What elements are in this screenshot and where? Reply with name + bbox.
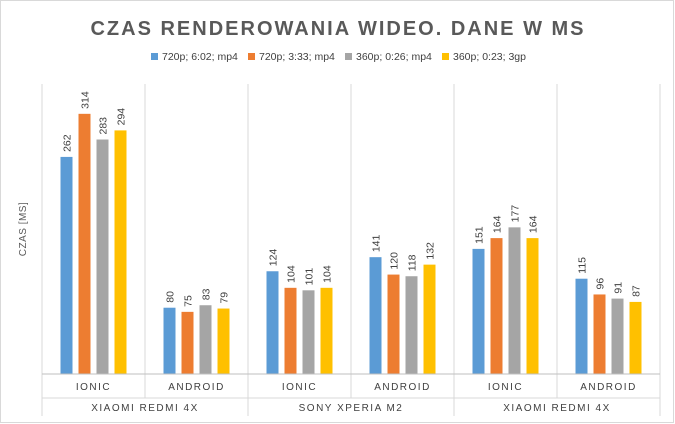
legend-swatch-1 [151, 53, 158, 60]
bar-android-4-series-2 [387, 274, 400, 374]
category-label-5: IONIC [488, 382, 523, 393]
data-label-3-4: 104 [322, 265, 334, 283]
data-label-3-1: 124 [268, 249, 280, 267]
bar-android-4-series-4 [423, 264, 436, 374]
bar-ionic-5-series-4 [526, 238, 539, 374]
bar-android-4-series-1 [369, 257, 382, 374]
group-label-1: XIAOMI REDMI 4X [91, 403, 199, 414]
bar-ionic-5-series-3 [508, 227, 521, 374]
data-labels: 262 314 283 294 80 75 83 79 124 104 101 104 141 120 11… [62, 91, 643, 307]
legend-label-3: 360p; 0:26; mp4 [356, 51, 432, 63]
data-label-6-1: 115 [577, 257, 589, 274]
bar-ionic-1-series-2 [78, 113, 91, 374]
legend-label-2: 720p; 3:33; mp4 [259, 51, 335, 63]
bar-ionic-3-series-1 [266, 271, 279, 374]
category-label-6: ANDROID [580, 382, 637, 393]
bar-android-2-series-2 [181, 311, 194, 374]
bar-ionic-1-series-1 [60, 156, 73, 374]
data-label-3-3: 101 [304, 268, 316, 286]
category-label-2: ANDROID [168, 382, 225, 393]
chart-title: CZAS RENDEROWANIA WIDEO. DANE W MS [90, 18, 585, 40]
category-label-1: IONIC [76, 382, 111, 393]
legend-swatch-3 [345, 53, 352, 60]
data-label-2-4: 79 [219, 292, 231, 304]
group-label-3: XIAOMI REDMI 4X [503, 403, 611, 414]
data-label-1-2: 314 [80, 91, 92, 109]
legend-swatch-4 [442, 53, 449, 60]
bar-android-2-series-4 [217, 308, 230, 374]
bar-ionic-3-series-3 [302, 290, 315, 374]
data-label-2-2: 75 [183, 295, 195, 307]
data-label-1-4: 294 [116, 108, 128, 126]
data-label-4-1: 141 [371, 234, 383, 252]
data-label-1-3: 283 [98, 117, 110, 135]
data-label-6-2: 96 [595, 278, 607, 290]
data-label-3-2: 104 [286, 265, 298, 283]
data-label-4-4: 132 [425, 242, 437, 260]
data-label-1-1: 262 [62, 134, 74, 152]
data-label-6-4: 87 [631, 285, 643, 297]
category-label-3: IONIC [282, 382, 317, 393]
bar-ionic-3-series-4 [320, 287, 333, 374]
data-label-5-2: 164 [492, 215, 504, 233]
bar-ionic-5-series-2 [490, 238, 503, 374]
y-axis-label: CZAS [MS] [18, 202, 29, 257]
bar-android-6-series-2 [593, 294, 606, 374]
category-label-4: ANDROID [374, 382, 431, 393]
bar-android-6-series-1 [575, 278, 588, 374]
bar-android-6-series-4 [629, 301, 642, 374]
bar-android-6-series-3 [611, 298, 624, 374]
bar-ionic-5-series-1 [472, 248, 485, 374]
bar-ionic-1-series-3 [96, 139, 109, 374]
legend-swatch-2 [248, 53, 255, 60]
legend-label-1: 720p; 6:02; mp4 [162, 51, 238, 63]
bar-android-2-series-3 [199, 305, 212, 374]
data-label-5-1: 151 [474, 226, 486, 244]
bar-ionic-3-series-2 [284, 287, 297, 374]
data-label-4-2: 120 [389, 252, 401, 270]
data-label-2-3: 83 [201, 288, 213, 300]
bar-android-4-series-3 [405, 276, 418, 374]
data-label-2-1: 80 [165, 291, 177, 303]
bar-android-2-series-1 [163, 307, 176, 374]
data-label-4-3: 118 [407, 254, 419, 271]
data-label-5-4: 164 [528, 215, 540, 233]
x-axis: IONIC ANDROID IONIC ANDROID IONIC ANDROID XIAO… [42, 373, 660, 414]
legend-label-4: 360p; 0:23; 3gp [453, 51, 526, 63]
category-dividers [41, 84, 661, 416]
group-label-2: SONY XPERIA M2 [299, 403, 404, 414]
data-label-6-3: 91 [613, 282, 625, 294]
data-label-5-3: 177 [510, 205, 522, 223]
bars [60, 113, 642, 374]
legend: 720p; 6:02; mp4 720p; 3:33; mp4 360p; 0:26… [151, 51, 526, 63]
bar-ionic-1-series-4 [114, 130, 127, 374]
